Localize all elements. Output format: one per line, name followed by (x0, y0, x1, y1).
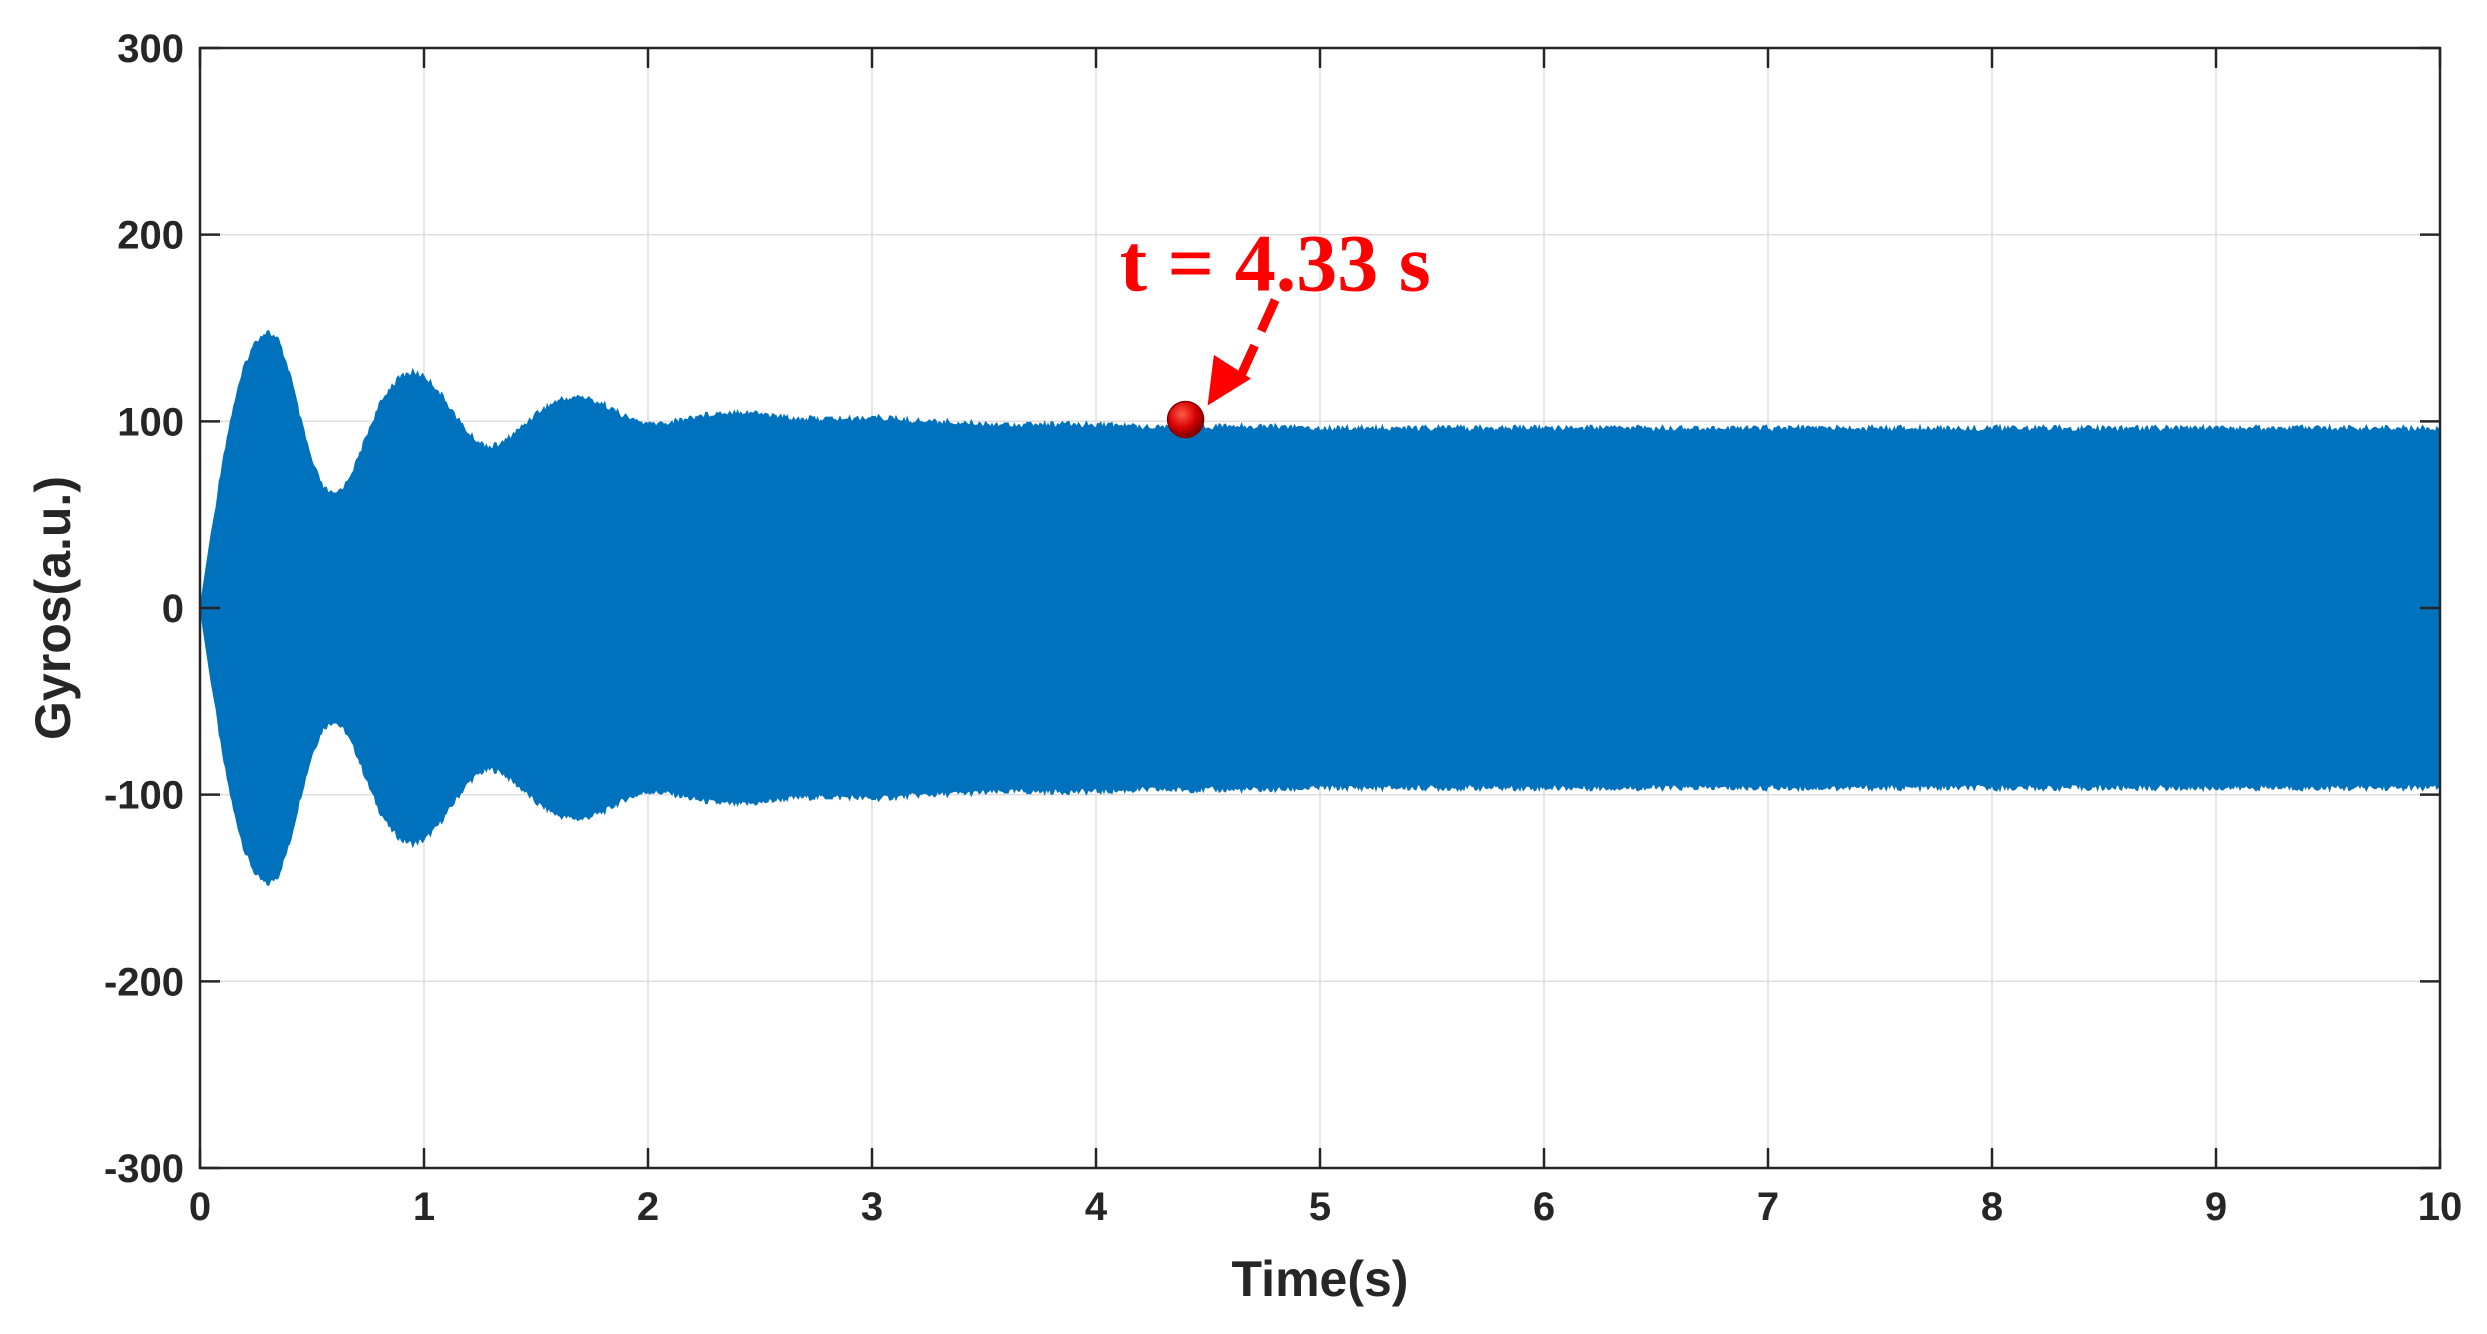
x-tick-label: 4 (1085, 1185, 1108, 1229)
tick-marks (198, 46, 2442, 1170)
x-tick-label: 5 (1309, 1185, 1331, 1229)
annotation-layer: t = 4.33 s (1120, 218, 1431, 439)
y-tick-label: 200 (117, 214, 184, 258)
y-tick-label: -100 (104, 774, 184, 818)
x-tick-labels: 0 1 2 3 4 5 6 7 8 9 10 (189, 1185, 2462, 1229)
annotation-arrow-shaft (1231, 298, 1280, 390)
x-tick-label: 3 (861, 1185, 883, 1229)
y-tick-label: -300 (104, 1147, 184, 1191)
x-tick-label: 1 (413, 1185, 435, 1229)
x-tick-label: 0 (189, 1185, 211, 1229)
y-tick-label: 0 (162, 587, 184, 631)
annotation-arrow-head (1207, 354, 1251, 406)
x-tick-label: 2 (637, 1185, 659, 1229)
y-tick-label: 100 (117, 400, 184, 444)
annotation-point (1166, 400, 1205, 439)
x-tick-label: 6 (1533, 1185, 1555, 1229)
x-tick-label: 7 (1757, 1185, 1779, 1229)
y-tick-label: -200 (104, 960, 184, 1004)
annotation-label: t = 4.33 s (1120, 218, 1431, 309)
x-tick-label: 8 (1981, 1185, 2003, 1229)
x-tick-label: 9 (2205, 1185, 2227, 1229)
y-tick-labels: -300 -200 -100 0 100 200 300 (104, 27, 184, 1191)
y-axis-label: Gyros(a.u.) (25, 476, 81, 740)
x-axis-label: Time(s) (1232, 1251, 1409, 1307)
y-tick-label: 300 (117, 27, 184, 71)
x-tick-label: 10 (2418, 1185, 2463, 1229)
